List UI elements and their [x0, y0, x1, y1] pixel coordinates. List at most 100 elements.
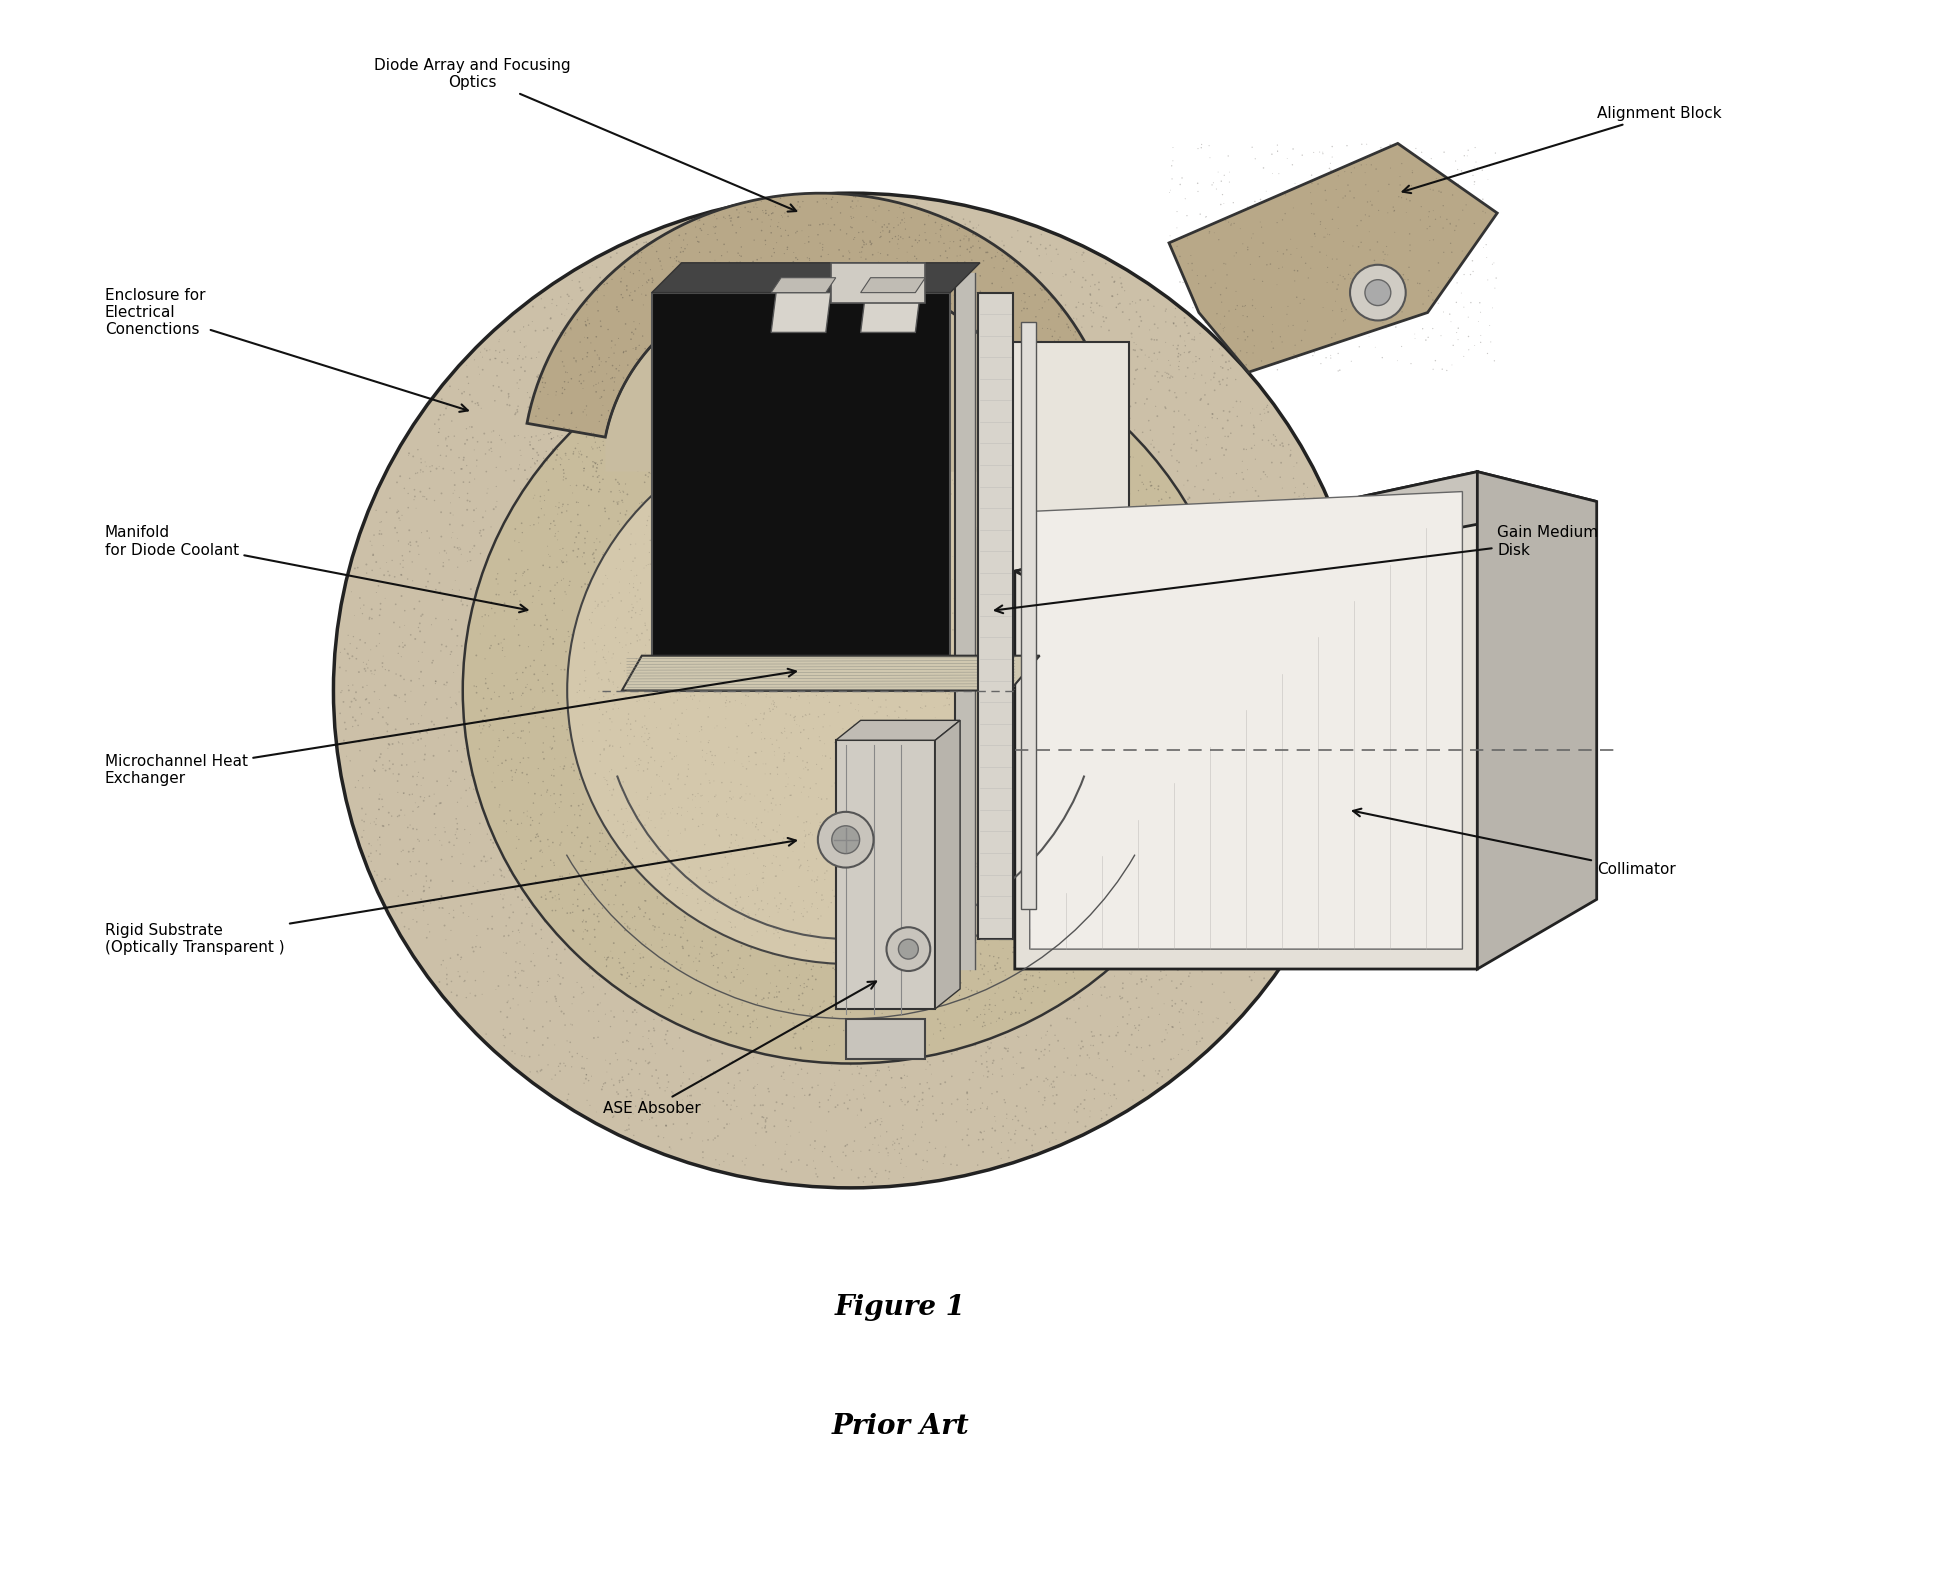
- Point: [988, 414, 1020, 440]
- Point: [654, 548, 685, 573]
- Point: [550, 791, 581, 816]
- Point: [1065, 807, 1096, 832]
- Point: [892, 369, 924, 394]
- Point: [746, 904, 777, 929]
- Point: [613, 482, 644, 507]
- Point: [736, 485, 767, 510]
- Point: [836, 349, 867, 374]
- Point: [920, 725, 951, 750]
- Point: [883, 331, 914, 356]
- Point: [581, 942, 613, 967]
- Point: [1039, 1022, 1070, 1047]
- Point: [1237, 135, 1268, 160]
- Point: [728, 956, 759, 981]
- Point: [836, 452, 867, 477]
- Point: [675, 242, 706, 267]
- Point: [1033, 328, 1065, 353]
- Point: [1155, 628, 1186, 653]
- Point: [720, 823, 751, 848]
- Point: [628, 917, 660, 942]
- Point: [1092, 871, 1123, 896]
- Point: [800, 355, 832, 380]
- Point: [1119, 358, 1151, 383]
- Point: [642, 1066, 673, 1091]
- Point: [687, 879, 718, 904]
- Point: [1231, 532, 1262, 557]
- Point: [922, 805, 953, 831]
- Point: [851, 231, 883, 256]
- Point: [1039, 710, 1070, 735]
- Point: [881, 411, 912, 436]
- Point: [705, 903, 736, 928]
- Point: [583, 661, 614, 686]
- Point: [609, 443, 640, 468]
- Point: [618, 289, 650, 314]
- Point: [896, 1006, 928, 1031]
- Point: [1207, 192, 1239, 217]
- Point: [1072, 620, 1104, 645]
- Point: [796, 851, 828, 876]
- Point: [1143, 754, 1174, 779]
- Point: [720, 259, 751, 284]
- Point: [859, 353, 890, 378]
- Point: [660, 353, 691, 378]
- Point: [620, 906, 652, 931]
- Point: [861, 906, 892, 931]
- Point: [908, 645, 939, 670]
- Point: [1162, 451, 1194, 476]
- Point: [405, 611, 436, 636]
- Point: [1157, 166, 1188, 192]
- Point: [1010, 600, 1041, 625]
- Point: [953, 683, 984, 708]
- Point: [530, 738, 562, 763]
- Point: [1307, 141, 1339, 166]
- Point: [963, 619, 994, 644]
- Point: [953, 462, 984, 487]
- Point: [538, 746, 569, 771]
- Point: [757, 661, 789, 686]
- Point: [1025, 1003, 1057, 1028]
- Point: [526, 705, 558, 730]
- Point: [1194, 821, 1225, 846]
- Point: [885, 955, 916, 980]
- Point: [816, 774, 847, 799]
- Point: [1115, 612, 1147, 637]
- Point: [577, 964, 609, 989]
- Point: [920, 926, 951, 951]
- Point: [1153, 490, 1184, 515]
- Point: [1000, 1130, 1031, 1156]
- Point: [466, 699, 497, 724]
- Point: [1094, 460, 1125, 485]
- Point: [1014, 758, 1045, 783]
- Point: [712, 278, 744, 303]
- Point: [538, 782, 569, 807]
- Point: [564, 441, 595, 466]
- Point: [828, 820, 859, 845]
- Point: [926, 653, 957, 678]
- Point: [1119, 391, 1151, 416]
- Point: [1014, 562, 1045, 587]
- Point: [489, 747, 521, 772]
- Point: [607, 766, 638, 791]
- Point: [440, 820, 472, 845]
- Point: [1070, 719, 1102, 744]
- Point: [740, 482, 771, 507]
- Point: [824, 810, 855, 835]
- Point: [879, 785, 910, 810]
- Point: [699, 520, 730, 545]
- Point: [951, 961, 982, 986]
- Point: [855, 628, 887, 653]
- Point: [777, 565, 808, 590]
- Point: [1002, 823, 1033, 848]
- Point: [478, 744, 509, 769]
- Point: [804, 1013, 836, 1038]
- Point: [695, 408, 726, 433]
- Point: [748, 509, 779, 534]
- Point: [599, 333, 630, 358]
- Point: [881, 874, 912, 900]
- Point: [740, 724, 771, 749]
- Point: [998, 666, 1029, 691]
- Point: [732, 838, 763, 864]
- Point: [885, 619, 916, 644]
- Point: [1245, 466, 1276, 491]
